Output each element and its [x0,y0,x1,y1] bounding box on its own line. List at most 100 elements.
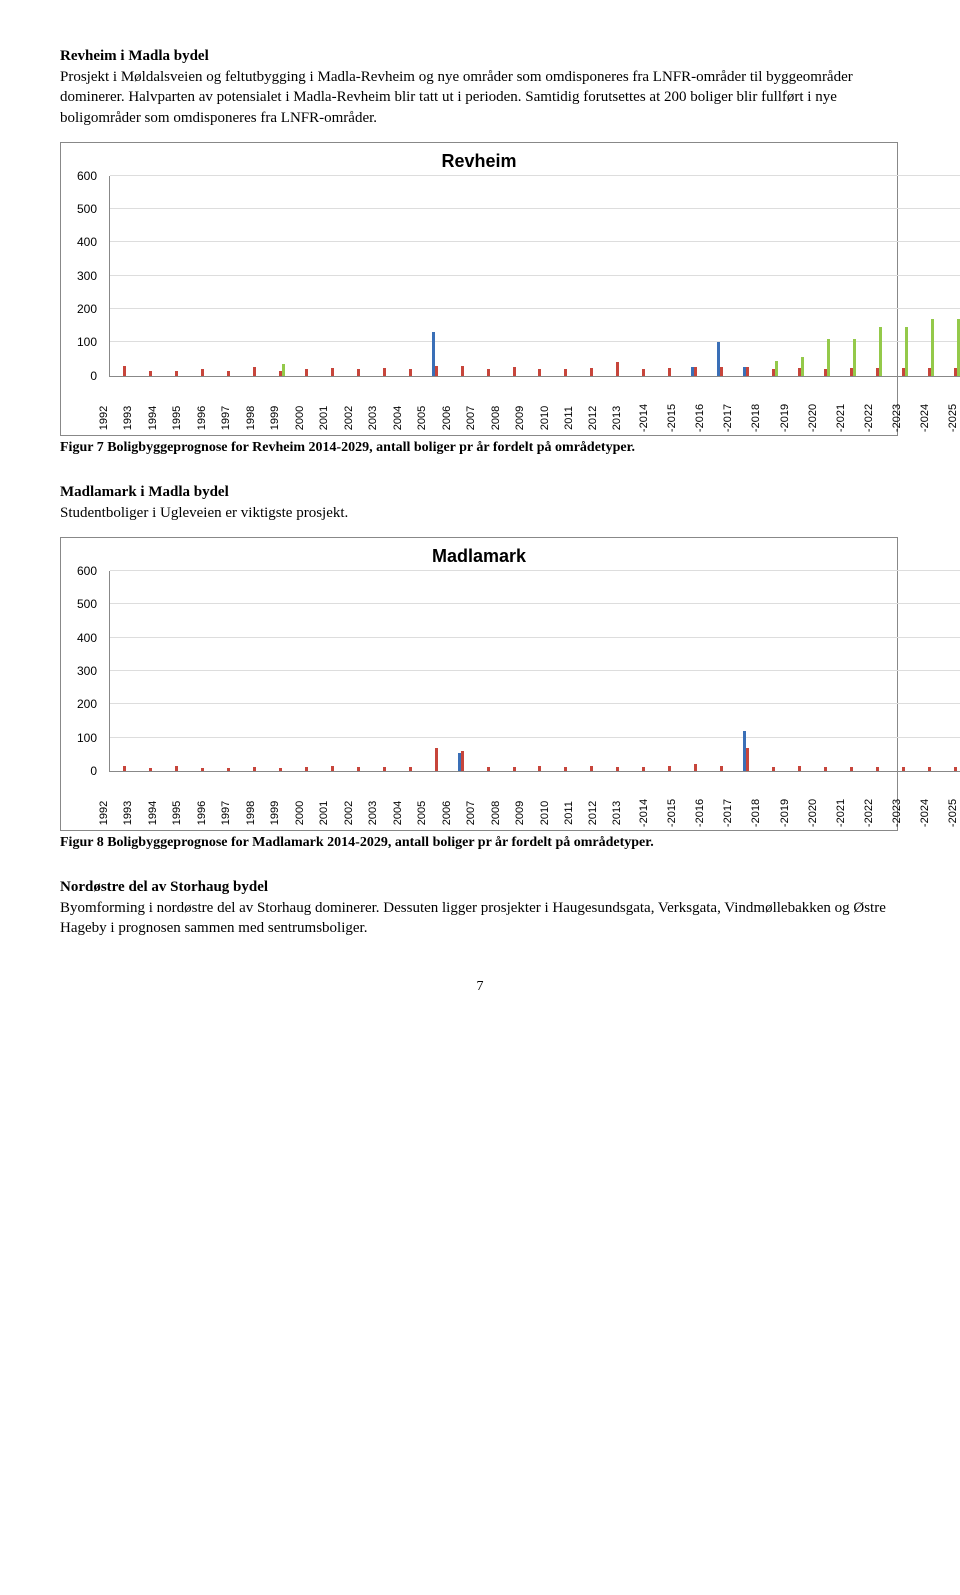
year-group [474,176,500,376]
bar-ifylling [331,368,334,375]
bar-ifylling [928,767,931,771]
section-title-revheim: Revheim i Madla bydel [60,48,900,65]
year-group [240,176,266,376]
x-label: -2025 [947,404,960,432]
bar-ifylling [201,369,204,376]
year-group [629,571,655,771]
bar-ifylling [616,362,619,375]
y-tick: 400 [77,631,97,645]
bar-ifylling [175,371,178,376]
year-group [110,571,136,771]
bar-ifylling [149,371,152,376]
bar-felt [282,364,285,376]
section-title-madlamark: Madlamark i Madla bydel [60,484,900,501]
bar-ifylling [409,369,412,376]
bar-ifylling [279,768,282,771]
year-group [941,571,960,771]
year-group [785,176,811,376]
bar-ifylling [850,767,853,771]
bar-felt [905,327,908,375]
year-group [837,176,863,376]
year-group [162,176,188,376]
bar-ifylling [383,368,386,375]
y-tick: 0 [90,764,97,778]
bar-ifylling [954,767,957,771]
year-group [577,571,603,771]
bar-ifylling [538,766,541,771]
year-group [344,571,370,771]
year-group [292,176,318,376]
year-group [551,571,577,771]
bar-ifylling [720,766,723,771]
year-group [500,176,526,376]
bar-ifylling [513,767,516,771]
bar-ifylling [253,367,256,375]
y-tick: 600 [77,564,97,578]
bar-ifylling [331,766,334,771]
bar-ifylling [253,767,256,771]
bar-ifylling [590,368,593,375]
bar-felt [775,361,778,376]
bar-ifylling [668,368,671,375]
bar-ifylling [902,767,905,771]
bar-ifylling [201,768,204,771]
y-tick: 200 [77,697,97,711]
year-group [396,571,422,771]
year-group [733,571,759,771]
bar-ifylling [123,366,126,376]
year-group [240,571,266,771]
y-tick: 400 [77,235,97,249]
year-group [759,176,785,376]
bar-ifylling [175,766,178,771]
bar-ifylling [668,766,671,771]
year-group [526,176,552,376]
bar-ifylling [305,767,308,771]
year-group [110,176,136,376]
bar-ifylling [876,767,879,771]
plot-region: 0100200300400500600 19921993199419951996… [61,571,960,830]
bar-ifylling [383,767,386,771]
year-group [655,176,681,376]
year-group [603,571,629,771]
year-group [344,176,370,376]
year-group [370,571,396,771]
bar-felt [879,327,882,375]
bar-ifylling [227,371,230,376]
year-group [811,176,837,376]
bar-ifylling [461,366,464,376]
bar-ifylling [564,767,567,771]
bar-felt [853,339,856,376]
bar-ifylling [616,767,619,771]
y-tick: 600 [77,169,97,183]
year-group [733,176,759,376]
year-group [707,176,733,376]
bar-ifylling [435,748,438,771]
bar-ifylling [538,369,541,376]
bar-ifylling [694,367,697,375]
y-tick: 500 [77,597,97,611]
year-group [318,571,344,771]
chart-title-madlamark: Madlamark [61,538,897,571]
year-group [500,571,526,771]
bar-ifylling [305,369,308,376]
y-tick: 300 [77,269,97,283]
year-group [863,571,889,771]
year-group [681,176,707,376]
bar-ifylling [487,767,490,771]
y-tick: 0 [90,369,97,383]
bar-ifylling [746,748,749,771]
year-group [915,571,941,771]
year-group [214,571,240,771]
year-group [889,571,915,771]
year-group [370,176,396,376]
year-group [603,176,629,376]
bar-ifylling [357,369,360,376]
bar-felt [931,319,934,376]
bar-ifylling [642,369,645,376]
bar-ifylling [798,766,801,771]
bar-ifylling [590,766,593,771]
caption-madlamark: Figur 8 Boligbyggeprognose for Madlamark… [60,835,900,851]
bar-ifylling [409,767,412,771]
bar-ifylling [227,768,230,771]
year-group [837,571,863,771]
